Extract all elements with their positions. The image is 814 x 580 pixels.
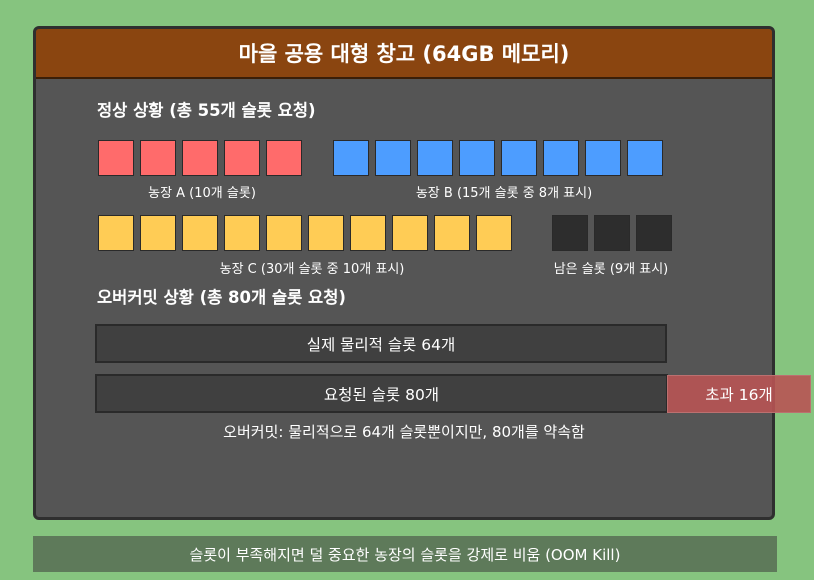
empty-slot — [636, 215, 672, 251]
farm-c-slot — [140, 215, 176, 251]
farm-c-slot — [266, 215, 302, 251]
farm-b-slot — [375, 140, 411, 176]
farm-b-slot — [459, 140, 495, 176]
farm-b-slot — [585, 140, 621, 176]
farm-a-slots — [98, 140, 302, 176]
normal-section-heading: 정상 상황 (총 55개 슬롯 요청) — [97, 101, 316, 120]
farm-c-slot — [182, 215, 218, 251]
farm-a-slot — [140, 140, 176, 176]
warehouse-title: 마을 공용 대형 창고 (64GB 메모리) — [36, 29, 772, 79]
warehouse-panel: 마을 공용 대형 창고 (64GB 메모리) 정상 상황 (총 55개 슬롯 요… — [33, 26, 775, 520]
empty-slot — [594, 215, 630, 251]
farm-c-slot — [350, 215, 386, 251]
farm-b-slot — [627, 140, 663, 176]
farm-a-slot — [224, 140, 260, 176]
farm-c-slot — [224, 215, 260, 251]
farm-b-slot — [417, 140, 453, 176]
farm-c-slot — [476, 215, 512, 251]
farm-b-slots — [333, 140, 663, 176]
farm-b-slot — [543, 140, 579, 176]
remaining-slots — [552, 215, 672, 251]
farm-a-caption: 농장 A (10개 슬롯) — [148, 186, 256, 201]
farm-c-slots — [98, 215, 512, 251]
farm-a-slot — [266, 140, 302, 176]
farm-a-slot — [98, 140, 134, 176]
farm-c-slot — [392, 215, 428, 251]
oom-kill-footer: 슬롯이 부족해지면 덜 중요한 농장의 슬롯을 강제로 비움 (OOM Kill… — [33, 536, 777, 572]
excess-slots-bar: 초과 16개 — [667, 375, 811, 413]
farm-c-slot — [308, 215, 344, 251]
overcommit-note: 오버커밋: 물리적으로 64개 슬롯뿐이지만, 80개를 약속함 — [223, 423, 585, 441]
overcommit-section-heading: 오버커밋 상황 (총 80개 슬롯 요청) — [97, 288, 346, 307]
empty-slot — [552, 215, 588, 251]
farm-b-slot — [333, 140, 369, 176]
requested-slots-bar: 요청된 슬롯 80개 — [95, 374, 668, 413]
farm-b-caption: 농장 B (15개 슬롯 중 8개 표시) — [415, 186, 593, 201]
farm-c-caption: 농장 C (30개 슬롯 중 10개 표시) — [219, 262, 405, 277]
farm-a-slot — [182, 140, 218, 176]
physical-slots-bar: 실제 물리적 슬롯 64개 — [95, 324, 667, 363]
farm-b-slot — [501, 140, 537, 176]
farm-c-slot — [98, 215, 134, 251]
farm-c-slot — [434, 215, 470, 251]
remaining-caption: 남은 슬롯 (9개 표시) — [553, 262, 669, 277]
